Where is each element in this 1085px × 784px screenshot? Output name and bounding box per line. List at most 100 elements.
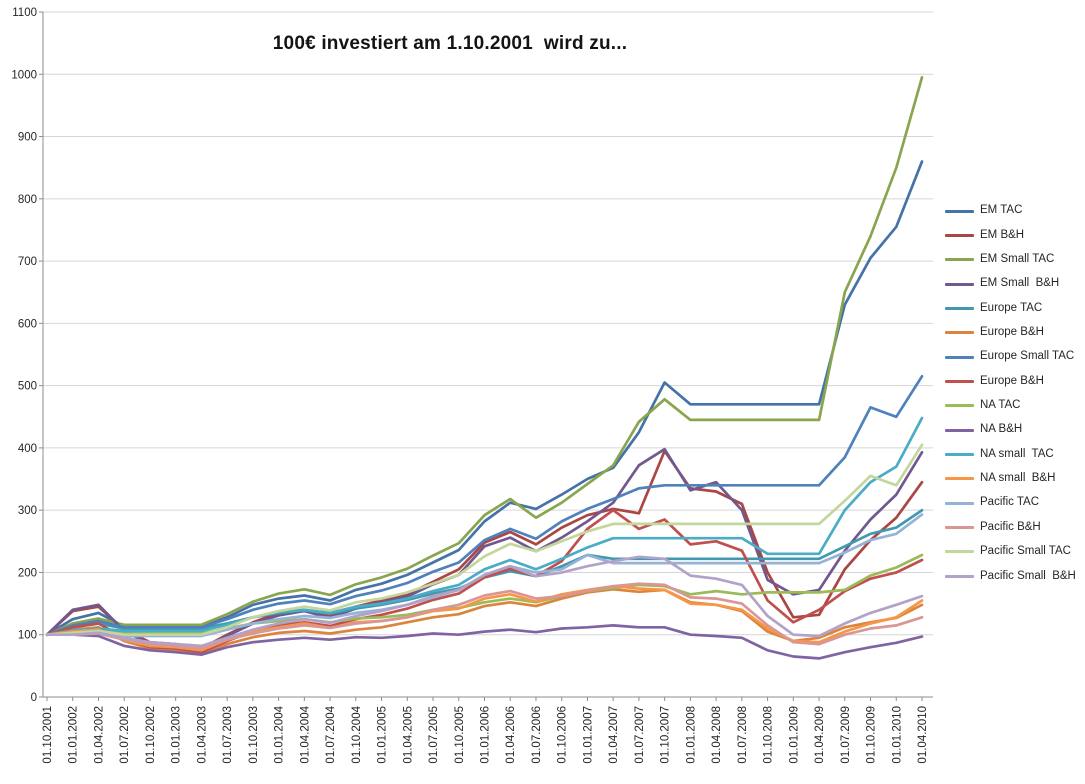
- gridlines: [43, 11, 933, 636]
- legend-item: Pacific TAC: [945, 493, 1039, 513]
- y-tick-label: 0: [31, 692, 37, 704]
- y-tick-label: 800: [18, 194, 37, 206]
- series-line-pacific-small-b-h: [45, 555, 924, 648]
- legend-line-swatch: [945, 526, 974, 530]
- x-tick-label: 01.01.2009: [788, 706, 800, 764]
- y-tick-label: 1100: [12, 7, 37, 19]
- x-tick-label: 01.01.2007: [582, 706, 594, 764]
- legend-line-swatch: [945, 355, 974, 359]
- legend-line-swatch: [945, 428, 974, 432]
- series-lines: [45, 76, 924, 660]
- chart-title: 100€ investiert am 1.10.2001 wird zu...: [272, 33, 628, 54]
- y-tick-label: 400: [18, 443, 37, 455]
- series-line-europe-b-h: [45, 587, 924, 655]
- x-tick-label: 01.01.2006: [480, 706, 492, 764]
- legend-line-swatch: [945, 501, 974, 505]
- x-tick-label: 01.10.2006: [557, 706, 569, 764]
- x-tick-label: 01.01.2004: [274, 705, 286, 763]
- legend-label: Europe B&H: [980, 374, 1044, 387]
- x-tick-label: 01.10.2004: [351, 705, 363, 763]
- legend-item: EM TAC: [945, 201, 1022, 221]
- x-tick-label: 01.01.2008: [685, 706, 697, 764]
- x-tick-label: 01.10.2005: [454, 706, 466, 764]
- x-axis-labels: 01.10.2001 01.01.2002 01.04.2002 01.07.2002…: [42, 705, 929, 763]
- series-line-pacific-small-tac: [45, 443, 924, 637]
- legend-item: Europe B&H: [945, 323, 1044, 343]
- legend-label: NA TAC: [980, 399, 1021, 412]
- x-tick-label: 01.04.2006: [505, 706, 517, 764]
- x-tick-label: 01.07.2002: [119, 706, 131, 764]
- legend-label: NA B&H: [980, 423, 1023, 436]
- x-tick-label: 01.07.2003: [222, 706, 234, 764]
- legend-item: Europe Small TAC: [945, 347, 1074, 367]
- series-line-na-small-tac: [45, 416, 924, 637]
- x-tick-label: 01.04.2003: [196, 706, 208, 764]
- legend-line-swatch: [945, 331, 974, 335]
- legend-item: NA TAC: [945, 396, 1020, 416]
- legend-item: EM Small TAC: [945, 250, 1054, 270]
- legend-line-swatch: [945, 282, 974, 286]
- legend-item: Pacific B&H: [945, 518, 1041, 538]
- x-tick-label: 01.04.2002: [93, 706, 105, 764]
- legend-label: EM Small B&H: [980, 277, 1060, 290]
- legend-item: NA B&H: [945, 420, 1022, 440]
- series-line-na-b-h: [45, 624, 924, 660]
- y-tick-label: 600: [18, 318, 37, 330]
- x-tick-label: 01.07.2008: [737, 706, 749, 764]
- x-tick-label: 01.04.2010: [917, 706, 929, 764]
- legend-line-swatch: [945, 574, 974, 578]
- legend-line-swatch: [945, 453, 974, 456]
- x-tick-label: 01.10.2009: [866, 706, 878, 764]
- x-tick-label: 01.01.2010: [891, 706, 903, 764]
- legend-item: NA small TAC: [945, 445, 1054, 465]
- legend-line-swatch: [945, 379, 974, 383]
- x-tick-label: 01.04.2005: [402, 706, 414, 764]
- legend-item: Europe B&H: [945, 371, 1044, 391]
- legend-item: Pacific Small B&H: [945, 566, 1076, 586]
- x-tick-label: 01.07.2005: [428, 706, 440, 764]
- x-tick-label: 01.07.2006: [531, 706, 543, 764]
- series-line-europe-small-tac: [45, 374, 924, 637]
- y-tick-label: 200: [18, 567, 37, 579]
- legend-label: Europe Small TAC: [980, 350, 1075, 363]
- legend-label: Europe TAC: [980, 301, 1043, 314]
- series-line-em-small-tac: [45, 76, 924, 637]
- series-line-pacific-b-h: [45, 582, 924, 650]
- y-tick-label: 1000: [11, 69, 37, 81]
- x-tick-label: 01.10.2007: [660, 706, 672, 764]
- y-tick-label: 500: [18, 381, 37, 393]
- legend-label: Pacific Small B&H: [980, 569, 1076, 582]
- legend-item: Pacific Small TAC: [945, 542, 1071, 562]
- legend-label: NA small TAC: [980, 447, 1054, 460]
- legend-label: EM Small TAC: [980, 252, 1055, 265]
- legend-label: Pacific Small TAC: [980, 545, 1071, 558]
- legend-item: EM B&H: [945, 225, 1024, 245]
- series-line-na-small-b-h: [45, 584, 924, 652]
- legend-line-swatch: [945, 477, 974, 481]
- axes: [39, 11, 933, 701]
- x-tick-label: 01.01.2005: [377, 706, 389, 764]
- y-axis-labels: 0 100 200 300 400 500 600 700 800 900 1000 1100: [11, 7, 37, 704]
- legend-label: Pacific B&H: [980, 520, 1041, 533]
- legend-item: EM Small B&H: [945, 274, 1059, 294]
- x-tick-label: 01.07.2009: [840, 706, 852, 764]
- y-tick-label: 900: [18, 132, 37, 144]
- legend-line-swatch: [945, 404, 974, 408]
- legend-label: NA small B&H: [980, 472, 1056, 485]
- legend-line-swatch: [945, 209, 974, 213]
- x-tick-label: 01.01.2003: [171, 706, 183, 764]
- x-tick-label: 01.07.2007: [634, 706, 646, 764]
- x-tick-label: 01.10.2003: [248, 706, 260, 764]
- x-tick-label: 01.04.2007: [608, 706, 620, 764]
- x-tick-label: 01.01.2002: [68, 706, 80, 764]
- series-line-europe-b-h: [45, 508, 924, 654]
- y-tick-label: 100: [18, 630, 37, 642]
- legend-line-swatch: [945, 233, 974, 237]
- x-tick-label: 01.10.2001: [42, 706, 54, 764]
- x-tick-label: 01.04.2004: [299, 705, 311, 763]
- y-tick-label: 700: [18, 256, 37, 268]
- legend-line-swatch: [945, 258, 974, 262]
- legend-label: EM TAC: [980, 204, 1023, 217]
